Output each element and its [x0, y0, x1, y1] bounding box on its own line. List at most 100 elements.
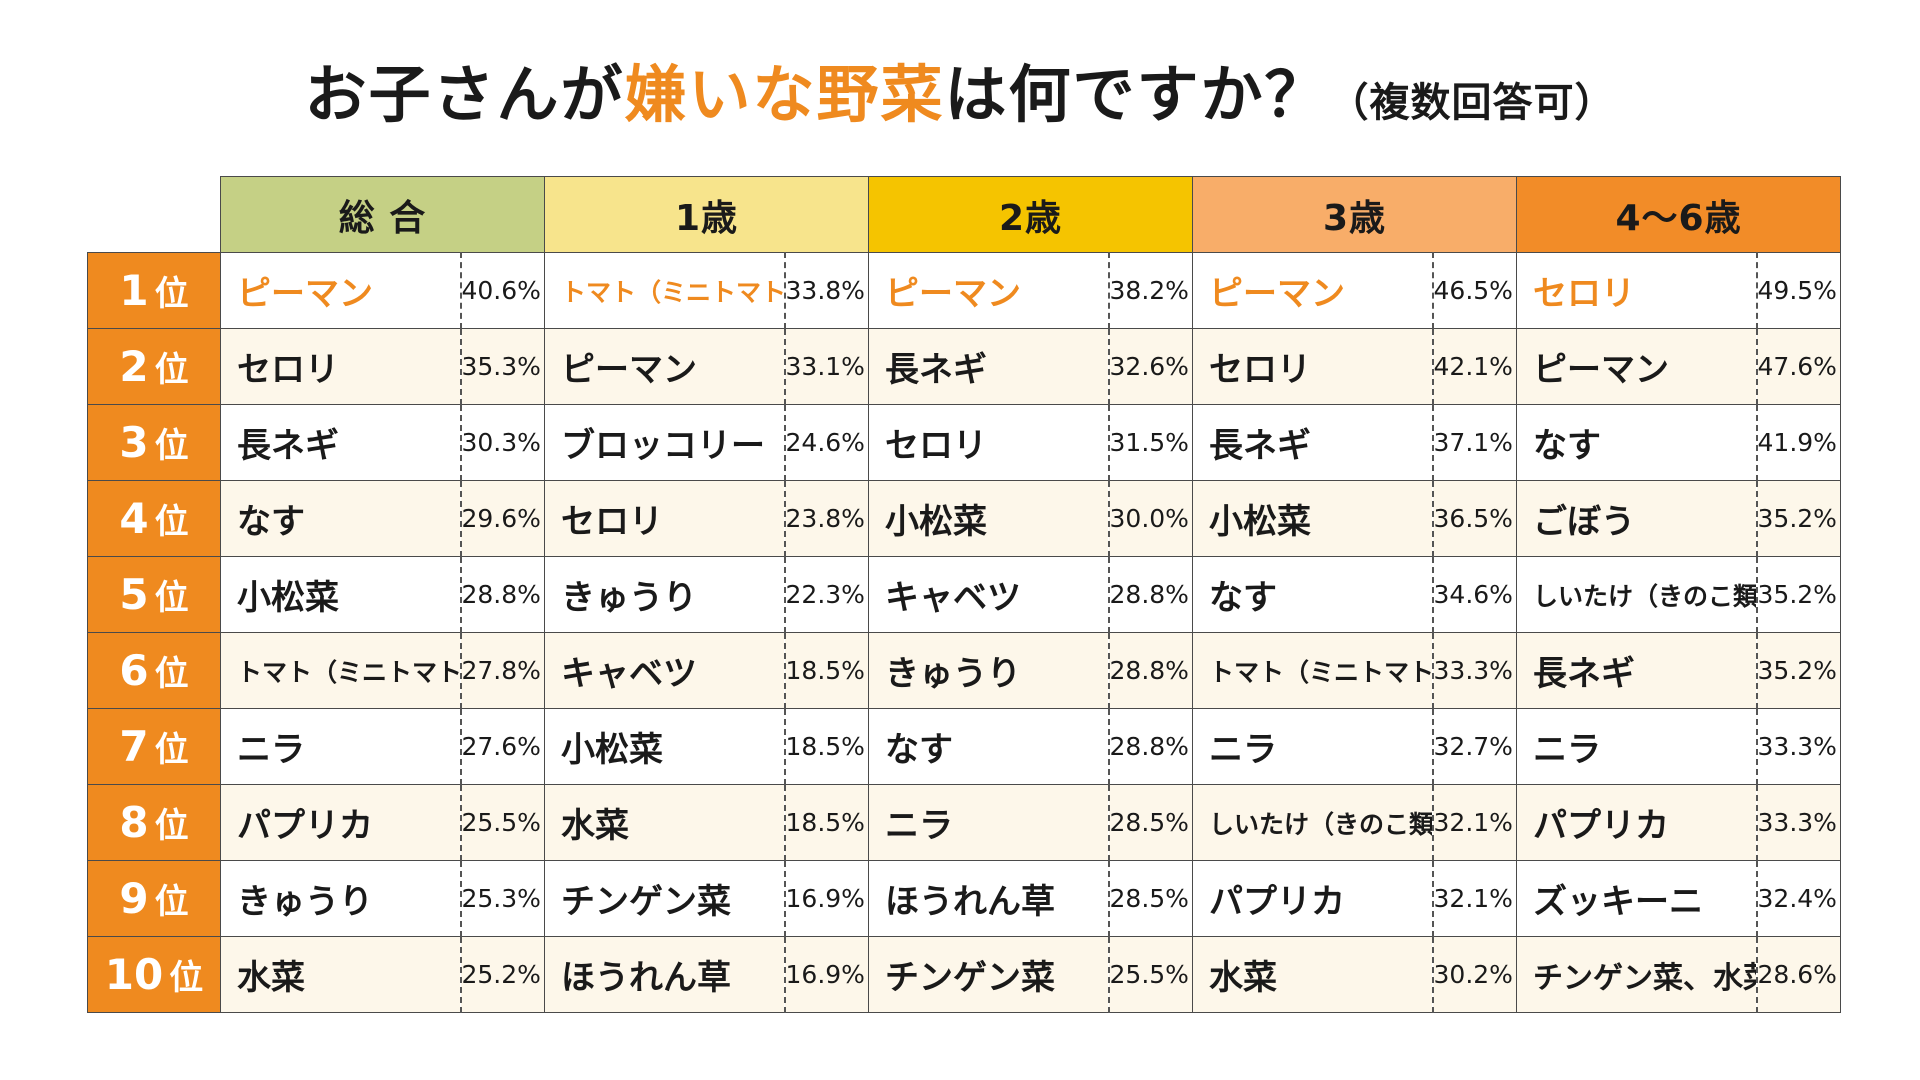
percentage-value: 30.3%: [460, 404, 546, 481]
vegetable-name: セロリ: [544, 480, 786, 557]
vegetable-name: ニラ: [1516, 708, 1758, 785]
percentage-value: 24.6%: [784, 404, 870, 481]
rank-unit: 位: [154, 426, 189, 466]
percentage-value: 25.3%: [460, 860, 546, 937]
percentage-value: 25.2%: [460, 936, 546, 1013]
vegetable-name: チンゲン菜、水菜: [1516, 936, 1758, 1013]
title-highlight: 嫌いな野菜: [624, 58, 945, 131]
vegetable-name: 水菜: [1192, 936, 1434, 1013]
percentage-value: 30.0%: [1108, 480, 1194, 557]
rank-row-7: 7 位ニラ 27.6% 小松菜 18.5% なす 28.8% ニラ 32.7% ニラ 33.3%: [87, 708, 1842, 785]
rank-number: 10: [104, 950, 164, 999]
rank-label: 10 位: [87, 936, 221, 1013]
vegetable-name: トマト（ミニトマト含む）: [1192, 632, 1434, 709]
percentage-value: 28.5%: [1108, 860, 1194, 937]
vegetable-name: 長ネギ: [220, 404, 462, 481]
percentage-value: 35.2%: [1756, 480, 1842, 557]
vegetable-name: きゅうり: [868, 632, 1110, 709]
rank-number: 1: [119, 266, 149, 315]
rank-row-8: 8位パプリカ25.5%水菜18.5%ニラ28.5%しいたけ（きのこ類）32.1%…: [87, 784, 1842, 861]
percentage-value: 23.8%: [784, 480, 870, 557]
vegetable-name: なす: [1192, 556, 1434, 633]
column-header-2: 1歳: [544, 176, 870, 253]
percentage-value: 33.8%: [784, 252, 870, 329]
vegetable-name: ピーマン: [868, 252, 1110, 329]
percentage-value: 34.6%: [1432, 556, 1518, 633]
percentage-value: 30.2%: [1432, 936, 1518, 1013]
rank-unit: 位: [154, 350, 189, 390]
vegetable-name: ほうれん草: [544, 936, 786, 1013]
percentage-value: 32.6%: [1108, 328, 1194, 405]
rank-unit: 位: [154, 882, 189, 922]
percentage-value: 18.5%: [784, 784, 870, 861]
percentage-value: 33.3%: [1432, 632, 1518, 709]
rank-unit: 位: [154, 578, 189, 618]
rank-number: 8: [119, 798, 149, 847]
rank-unit: 位: [154, 806, 189, 846]
percentage-value: 28.5%: [1108, 784, 1194, 861]
vegetable-name: パプリカ: [1516, 784, 1758, 861]
rank-number: 2: [119, 342, 149, 391]
percentage-value: 36.5%: [1432, 480, 1518, 557]
header-row: 総 合 1歳 2歳 3歳 4〜6歳: [87, 176, 1842, 253]
vegetable-name: トマト（ミニトマト含む）: [220, 632, 462, 709]
percentage-value: 32.7%: [1432, 708, 1518, 785]
column-header-3: 2歳: [868, 176, 1194, 253]
percentage-value: 33.1%: [784, 328, 870, 405]
rank-unit: 位: [154, 654, 189, 694]
percentage-value: 47.6%: [1756, 328, 1842, 405]
vegetable-name: なす: [868, 708, 1110, 785]
rank-unit: 位: [154, 730, 189, 770]
percentage-value: 42.1%: [1432, 328, 1518, 405]
vegetable-name: なす: [220, 480, 462, 557]
percentage-value: 16.9%: [784, 936, 870, 1013]
rank-row-10: 10 位水菜 25.2% ほうれん草 16.9% チンゲン菜 25.5% 水菜 30.2% チンゲ…: [87, 936, 1842, 1013]
percentage-value: 28.8%: [1108, 632, 1194, 709]
vegetable-name: ほうれん草: [868, 860, 1110, 937]
percentage-value: 25.5%: [460, 784, 546, 861]
percentage-value: 38.2%: [1108, 252, 1194, 329]
rank-number: 9: [119, 874, 149, 923]
percentage-value: 33.3%: [1756, 784, 1842, 861]
percentage-value: 35.2%: [1756, 556, 1842, 633]
percentage-value: 28.8%: [1108, 708, 1194, 785]
vegetable-name: ピーマン: [544, 328, 786, 405]
vegetable-name: セロリ: [220, 328, 462, 405]
percentage-value: 35.3%: [460, 328, 546, 405]
vegetable-name: ニラ: [220, 708, 462, 785]
vegetable-name: パプリカ: [1192, 860, 1434, 937]
percentage-value: 32.4%: [1756, 860, 1842, 937]
percentage-value: 29.6%: [460, 480, 546, 557]
vegetable-name: ピーマン: [1192, 252, 1434, 329]
rank-row-5: 5 位小松菜 28.8% きゅうり 22.3% キャベツ 28.8% なす 34.6% しいたけ（…: [87, 556, 1842, 633]
percentage-value: 28.6%: [1756, 936, 1842, 1013]
rank-number: 5: [119, 570, 149, 619]
vegetable-name: セロリ: [868, 404, 1110, 481]
vegetable-name: きゅうり: [220, 860, 462, 937]
percentage-value: 35.2%: [1756, 632, 1842, 709]
vegetable-name: セロリ: [1516, 252, 1758, 329]
rank-unit: 位: [154, 274, 189, 314]
percentage-value: 32.1%: [1432, 784, 1518, 861]
rank-row-3: 3 位長ネギ 30.3% ブロッコリー 24.6% セロリ 31.5% 長ネギ 37.1% なす 4…: [87, 404, 1842, 481]
percentage-value: 40.6%: [460, 252, 546, 329]
percentage-value: 27.6%: [460, 708, 546, 785]
rank-unit: 位: [169, 958, 204, 998]
rank-number: 7: [119, 722, 149, 771]
rank-unit: 位: [154, 502, 189, 542]
percentage-value: 49.5%: [1756, 252, 1842, 329]
percentage-value: 25.5%: [1108, 936, 1194, 1013]
percentage-value: 28.8%: [460, 556, 546, 633]
title-part2: は何ですか？: [944, 58, 1329, 131]
vegetable-name: 小松菜: [868, 480, 1110, 557]
vegetable-name: 小松菜: [220, 556, 462, 633]
percentage-value: 33.3%: [1756, 708, 1842, 785]
percentage-value: 27.8%: [460, 632, 546, 709]
vegetable-name: ニラ: [868, 784, 1110, 861]
rank-row-9: 9 位きゅうり 25.3% チンゲン菜 16.9% ほうれん草 28.5% パプリカ 32.1%…: [87, 860, 1842, 937]
